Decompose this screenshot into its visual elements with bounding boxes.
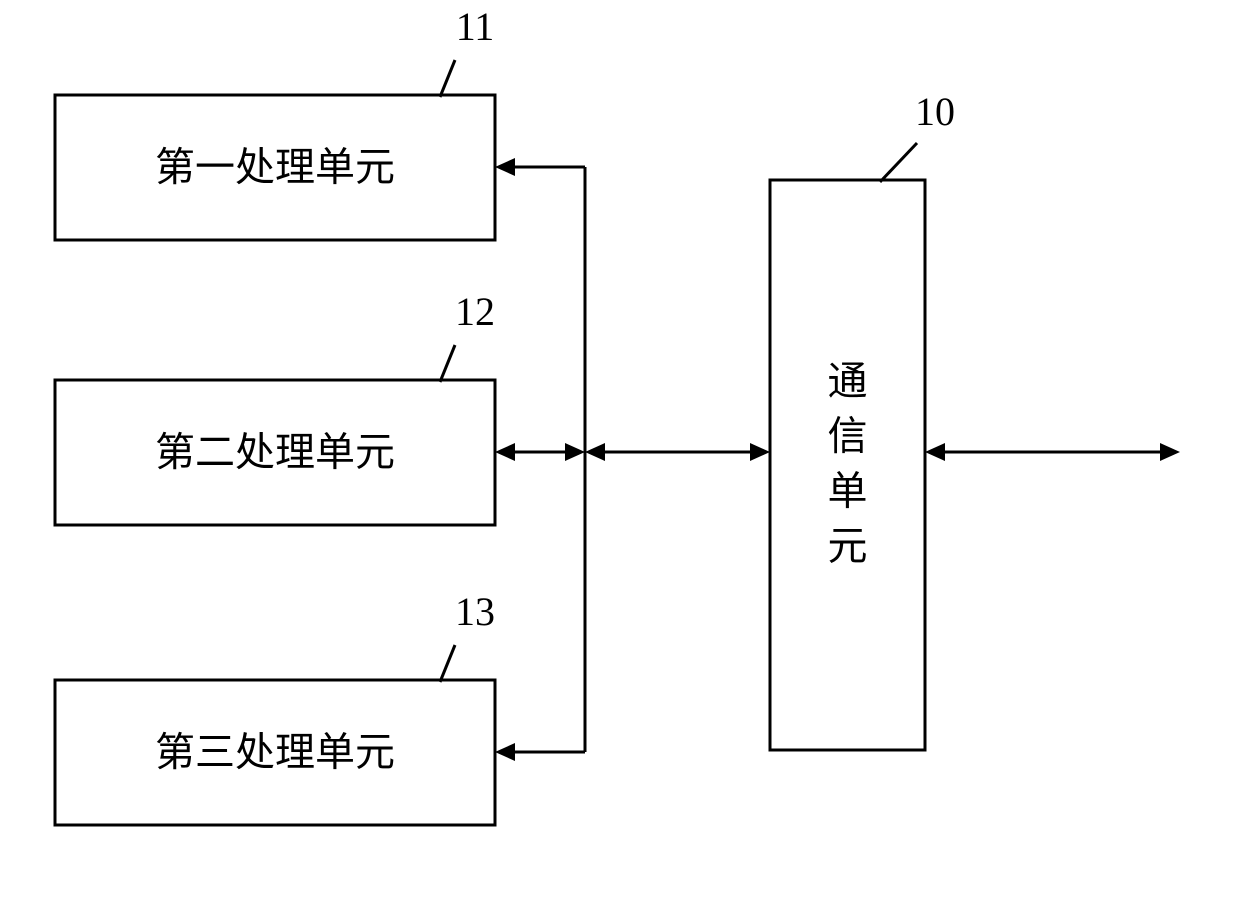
- block-13-label: 第三处理单元: [155, 730, 395, 775]
- block-10: 通信单元 10: [770, 89, 955, 750]
- ref-13-leader: [440, 645, 455, 682]
- ref-12-leader: [440, 345, 455, 382]
- block-10-rect: [770, 180, 925, 750]
- block-11: 第一处理单元 11: [55, 4, 495, 240]
- ref-13-label: 13: [455, 589, 495, 634]
- block-12-label: 第二处理单元: [155, 430, 395, 475]
- block-13: 第三处理单元 13: [55, 589, 495, 825]
- ref-11-label: 11: [456, 4, 495, 49]
- ref-10-leader: [880, 143, 917, 182]
- ref-12-label: 12: [455, 289, 495, 334]
- block-12: 第二处理单元 12: [55, 289, 495, 525]
- ref-11-leader: [440, 60, 455, 97]
- block-11-label: 第一处理单元: [155, 145, 395, 190]
- ref-10-label: 10: [915, 89, 955, 134]
- block-diagram: 第一处理单元 11 第二处理单元 12 第三处理单元 13 通信单元 10: [0, 0, 1240, 911]
